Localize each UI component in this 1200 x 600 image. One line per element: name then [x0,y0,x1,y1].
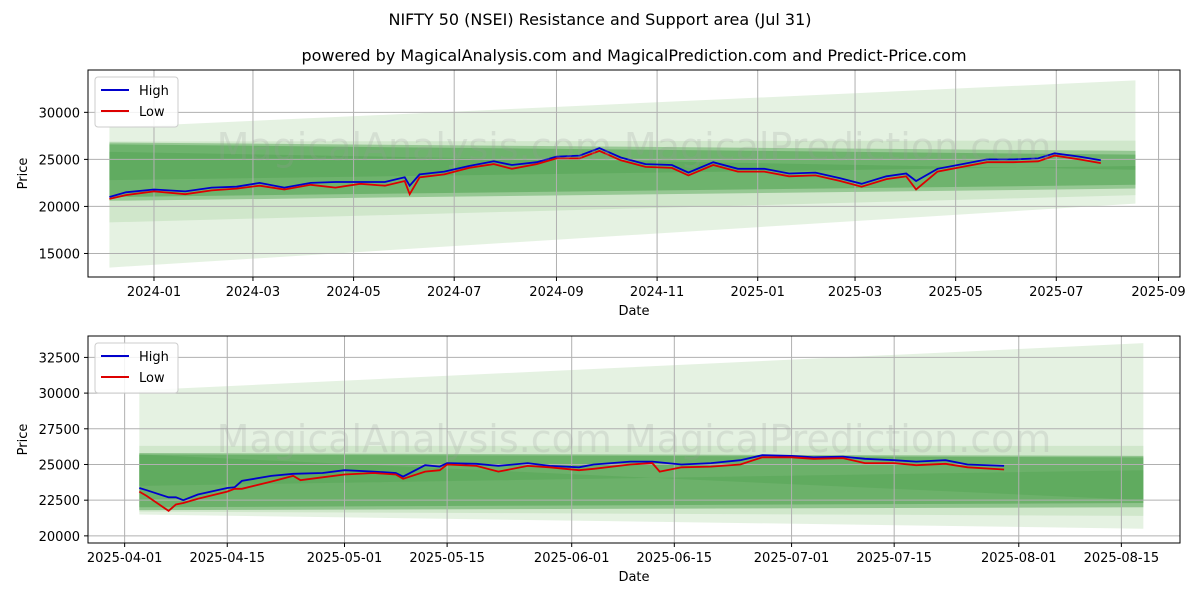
y-tick-label: 20000 [39,200,80,215]
x-tick-label: 2024-03 [226,285,280,300]
y-tick-label: 25000 [39,458,80,473]
y-tick-label: 15000 [39,247,80,262]
y-tick-label: 20000 [39,530,80,545]
legend-label-high: High [139,350,169,365]
y-axis-label: Price [16,424,31,456]
x-tick-label: 2025-07 [1029,285,1083,300]
x-tick-label: 2024-05 [326,285,380,300]
series-line-low [109,149,1101,200]
x-tick-label: 2025-05 [928,285,982,300]
y-axis-label: Price [16,158,31,190]
x-tick-label: 2025-04-15 [189,551,265,566]
plot-frame [87,69,1181,278]
x-tick-label: 2025-06-01 [534,551,610,566]
x-axis-label: Date [618,304,649,319]
x-tick-label: 2025-09 [1131,285,1185,300]
x-tick-label: 2024-09 [529,285,583,300]
legend-label-high: High [139,84,169,99]
y-tick-label: 22500 [39,494,80,509]
legend-label-low: Low [139,371,165,386]
x-tick-label: 2025-08-15 [1084,551,1160,566]
x-tick-label: 2025-07-01 [754,551,830,566]
x-tick-label: 2025-07-15 [856,551,932,566]
y-tick-label: 30000 [39,106,80,121]
x-tick-label: 2025-03 [828,285,882,300]
y-tick-label: 32500 [39,351,80,366]
panel-title: powered by MagicalAnalysis.com and Magic… [301,46,966,65]
x-tick-label: 2025-05-01 [307,551,383,566]
watermark-text: MagicalAnalysis.com MagicalPrediction.co… [217,125,1052,169]
series-line-high [139,454,1005,502]
x-axis-label: Date [618,570,649,585]
y-tick-label: 27500 [39,423,80,438]
x-tick-label: 2024-01 [127,285,181,300]
y-tick-label: 25000 [39,153,80,168]
series-line-low [138,456,1005,513]
x-tick-label: 2025-06-15 [637,551,713,566]
watermark-text: MagicalAnalysis.com MagicalPrediction.co… [217,417,1052,461]
x-tick-label: 2025-08-01 [981,551,1057,566]
legend-label-low: Low [139,105,165,120]
plot-frame [87,335,1181,544]
x-tick-label: 2025-01 [731,285,785,300]
x-tick-label: 2025-04-01 [87,551,163,566]
series-line-high [109,147,1101,198]
y-tick-label: 30000 [39,387,80,402]
support-resistance-band [139,454,1144,508]
x-tick-label: 2024-11 [630,285,684,300]
x-tick-label: 2025-05-15 [409,551,485,566]
support-resistance-band [139,454,1144,501]
figure-title: NIFTY 50 (NSEI) Resistance and Support a… [388,10,812,29]
x-tick-label: 2024-07 [427,285,481,300]
